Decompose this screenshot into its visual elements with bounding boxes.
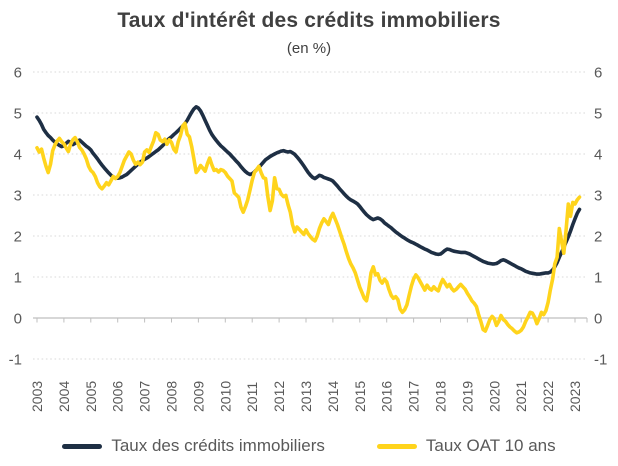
y-axis-label-right: 0 bbox=[594, 311, 602, 328]
series-line-oat-10-ans bbox=[35, 121, 582, 335]
legend-line-swatch-credits bbox=[62, 443, 103, 449]
y-axis-label-right: 5 bbox=[594, 106, 602, 123]
y-axis-label-right: 2 bbox=[594, 229, 602, 246]
x-axis-label: 2023 bbox=[567, 381, 583, 412]
x-axis-label: 2016 bbox=[379, 381, 395, 412]
chart-legend: Taux des crédits immobiliers Taux OAT 10… bbox=[0, 436, 618, 456]
x-axis-label: 2018 bbox=[433, 381, 449, 412]
y-axis-label-left: 0 bbox=[14, 311, 22, 328]
legend-item-oat-10-ans: Taux OAT 10 ans bbox=[376, 436, 556, 456]
legend-label-credits: Taux des crédits immobiliers bbox=[111, 436, 325, 455]
x-axis-label: 2004 bbox=[56, 381, 72, 412]
x-axis-label: 2007 bbox=[137, 381, 153, 412]
y-axis-label-left: 4 bbox=[14, 147, 22, 164]
legend-line-swatch-oat bbox=[376, 443, 417, 449]
x-axis-label: 2019 bbox=[459, 381, 475, 412]
y-axis-label-left: 3 bbox=[14, 188, 22, 205]
chart-subtitle: (en %) bbox=[286, 40, 332, 57]
x-axis-label: 2010 bbox=[217, 381, 233, 412]
x-axis-label: 2008 bbox=[164, 381, 180, 412]
series-line-credits-immobiliers bbox=[35, 105, 582, 276]
x-axis-label: 2013 bbox=[298, 381, 314, 412]
x-axis-label: 2021 bbox=[513, 381, 529, 412]
x-axis-label: 2005 bbox=[83, 381, 99, 412]
x-axis-label: 2014 bbox=[325, 381, 341, 412]
x-axis-label: 2015 bbox=[352, 381, 368, 412]
y-axis-label-right: 1 bbox=[594, 270, 602, 287]
y-axis-label-left: 2 bbox=[14, 229, 22, 246]
legend-label-oat: Taux OAT 10 ans bbox=[425, 436, 556, 455]
x-axis-label: 2017 bbox=[406, 381, 422, 412]
legend-item-credits-immobiliers: Taux des crédits immobiliers bbox=[62, 436, 325, 456]
y-axis-label-left: 1 bbox=[14, 270, 22, 287]
y-axis-label-left: 5 bbox=[14, 106, 22, 123]
y-axis-label-right: -1 bbox=[594, 352, 607, 369]
x-axis-label: 2020 bbox=[486, 381, 502, 412]
y-axis-label-left: -1 bbox=[9, 352, 22, 369]
x-axis-label: 2003 bbox=[29, 381, 45, 412]
x-axis-label: 2006 bbox=[110, 381, 126, 412]
y-axis-label-right: 3 bbox=[594, 188, 602, 205]
x-axis-label: 2022 bbox=[540, 381, 556, 412]
x-axis-label: 2012 bbox=[271, 381, 287, 412]
x-axis-label: 2011 bbox=[244, 382, 260, 412]
y-axis-label-right: 4 bbox=[594, 147, 602, 164]
y-axis-label-right: 6 bbox=[594, 65, 602, 82]
y-axis-label-left: 6 bbox=[14, 65, 22, 82]
x-axis-label: 2009 bbox=[190, 381, 206, 412]
chart-title: Taux d'intérêt des crédits immobiliers bbox=[117, 9, 501, 32]
